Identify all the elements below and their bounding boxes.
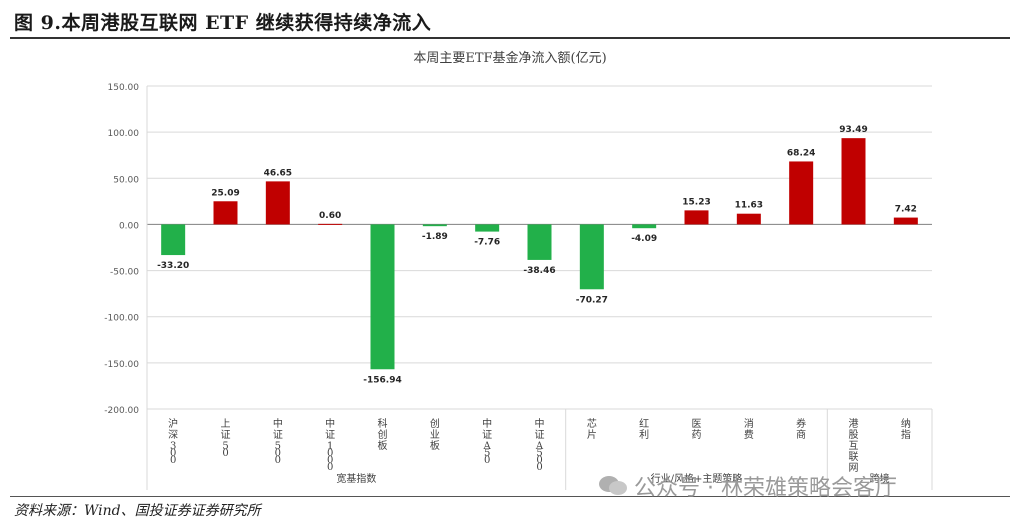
bar bbox=[318, 223, 343, 225]
x-tick-label: 中证 A 5 0 0 bbox=[535, 417, 545, 473]
group-label: 宽基指数 bbox=[336, 472, 376, 485]
watermark-text: 公众号 · 林荣雄策略会客厅 bbox=[634, 476, 897, 501]
data-label: 0.60 bbox=[319, 211, 341, 221]
bar bbox=[213, 201, 238, 225]
bottom-rule bbox=[10, 496, 1010, 497]
x-tick-label: 沪深 3 0 0 bbox=[168, 417, 178, 466]
source-note: 资料来源：Wind、国投证券证券研究所 bbox=[14, 503, 261, 519]
top-rule bbox=[10, 37, 1010, 39]
data-label: -38.46 bbox=[523, 266, 555, 276]
x-tick-label: 消费 bbox=[744, 417, 754, 441]
y-tick-label: -100.00 bbox=[104, 314, 139, 324]
bar bbox=[527, 224, 552, 260]
data-label: -1.89 bbox=[422, 232, 448, 242]
y-tick-label: 50.00 bbox=[113, 175, 139, 185]
wechat-icon bbox=[599, 476, 627, 495]
data-label: -70.27 bbox=[576, 295, 608, 305]
bar bbox=[475, 224, 500, 232]
figure-title: 图 9.本周港股互联网 ETF 继续获得持续净流入 bbox=[14, 12, 432, 34]
data-label: 46.65 bbox=[264, 168, 292, 178]
data-label: 7.42 bbox=[895, 205, 917, 215]
bar bbox=[684, 210, 709, 225]
data-label: 11.63 bbox=[735, 201, 763, 211]
group-label: 跨境 bbox=[870, 472, 890, 485]
watermark: 公众号 · 林荣雄策略会客厅 bbox=[598, 470, 897, 502]
bar bbox=[579, 224, 604, 290]
data-label: 68.24 bbox=[787, 148, 815, 158]
data-label: -7.76 bbox=[474, 238, 500, 248]
x-tick-label: 港股互联网 bbox=[849, 418, 859, 474]
x-tick-label: 科创板 bbox=[378, 417, 388, 452]
y-tick-label: 0.00 bbox=[119, 221, 139, 231]
x-tick-label: 纳指 bbox=[901, 417, 911, 441]
x-tick-label: 券商 bbox=[796, 417, 806, 441]
group-label: 行业/风格+主题策略 bbox=[651, 472, 743, 485]
x-tick-label: 芯片 bbox=[587, 417, 597, 441]
x-tick-label: 中证 5 0 0 bbox=[273, 417, 283, 466]
data-label: -4.09 bbox=[631, 234, 657, 244]
bar bbox=[736, 213, 761, 225]
x-tick-label: 红利 bbox=[639, 417, 649, 441]
x-tick-label: 中证 1 0 0 0 bbox=[325, 417, 335, 473]
data-label: -33.20 bbox=[157, 261, 189, 271]
x-tick-label: 医药 bbox=[692, 418, 702, 441]
data-label: 25.09 bbox=[211, 188, 239, 198]
data-label: 15.23 bbox=[682, 197, 710, 207]
bar bbox=[370, 224, 395, 370]
bar bbox=[893, 217, 918, 225]
bar bbox=[161, 224, 186, 256]
y-tick-label: 100.00 bbox=[108, 129, 140, 139]
bar bbox=[632, 224, 657, 229]
x-tick-label: 创业板 bbox=[430, 417, 440, 452]
x-tick-label: 中证 A 5 0 bbox=[482, 417, 492, 466]
chart-title: 本周主要ETF基金净流入额(亿元) bbox=[413, 50, 606, 66]
data-label: 93.49 bbox=[839, 125, 867, 135]
bar bbox=[265, 181, 290, 225]
bar bbox=[841, 138, 866, 225]
chart: 本周主要ETF基金净流入额(亿元) 150.00 100.00 50.00 0.00 -… bbox=[104, 50, 933, 490]
bar bbox=[422, 224, 447, 227]
y-tick-label: -150.00 bbox=[104, 360, 139, 370]
x-tick-label: 上证 5 0 bbox=[221, 418, 231, 459]
y-tick-label: -50.00 bbox=[110, 268, 139, 278]
y-tick-label: 150.00 bbox=[108, 83, 140, 93]
bar bbox=[789, 161, 814, 225]
data-label: -156.94 bbox=[363, 375, 401, 385]
y-tick-label: -200.00 bbox=[104, 406, 139, 416]
